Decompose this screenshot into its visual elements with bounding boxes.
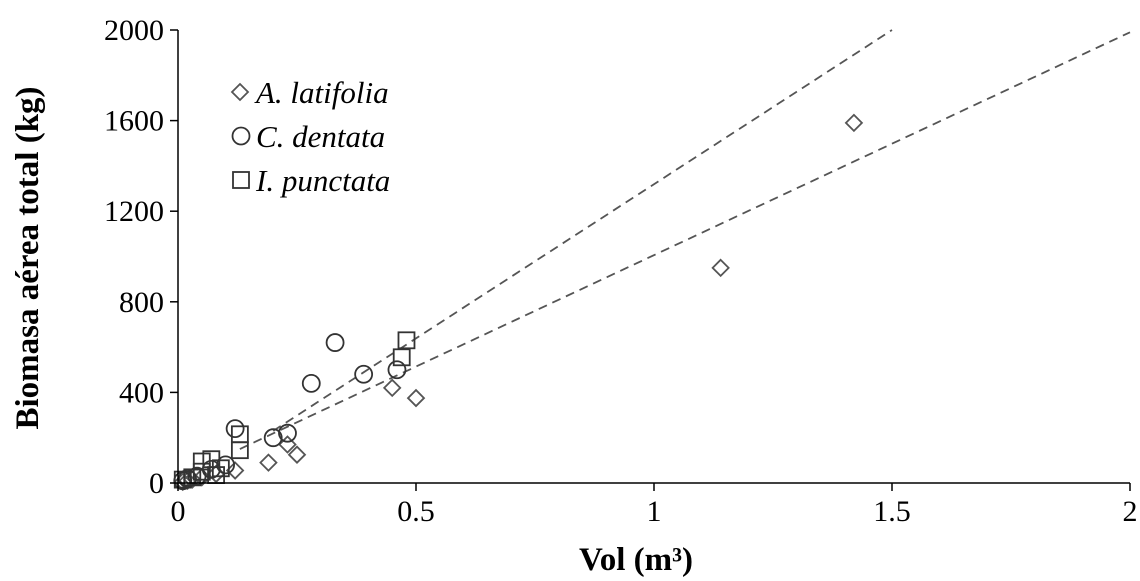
diamond-marker bbox=[382, 378, 402, 398]
legend-item-i-punctata: I. punctata bbox=[232, 163, 390, 198]
circle-marker bbox=[278, 423, 297, 443]
legend-diamond-marker bbox=[230, 82, 250, 102]
legend-label-c-dentata: C. dentata bbox=[256, 119, 385, 154]
y-tick-label: 1600 bbox=[104, 105, 164, 138]
x-tick-label: 0.5 bbox=[397, 495, 435, 528]
square-marker bbox=[211, 459, 230, 478]
square-marker bbox=[230, 425, 249, 444]
x-tick-label: 2 bbox=[1123, 495, 1138, 528]
diamond-marker bbox=[406, 388, 426, 408]
diamond-marker bbox=[711, 258, 730, 278]
axis-ticks: 0 400 800 1200 1600 2000 0 0.5 1 1.5 2 bbox=[104, 14, 1138, 528]
legend-item-c-dentata: C. dentata bbox=[231, 119, 385, 154]
square-marker bbox=[192, 452, 211, 471]
x-tick-label: 1 bbox=[647, 495, 662, 528]
circle-marker bbox=[225, 419, 245, 439]
legend-label-a-latifolia: A. latifolia bbox=[254, 75, 389, 110]
legend: A. latifolia C. dentata I. punctata bbox=[230, 75, 390, 198]
x-tick-label: 0 bbox=[171, 495, 186, 528]
diamond-marker bbox=[183, 470, 202, 489]
square-marker bbox=[192, 462, 211, 481]
diamond-marker bbox=[278, 435, 297, 454]
legend-circle-marker bbox=[231, 126, 251, 146]
x-tick-label: 1.5 bbox=[873, 495, 911, 528]
x-axis-title: Vol (m³) bbox=[579, 542, 693, 578]
square-marker bbox=[392, 348, 411, 367]
square-marker bbox=[173, 470, 192, 489]
plot-area bbox=[173, 29, 1131, 492]
legend-label-i-punctata: I. punctata bbox=[255, 163, 390, 198]
circle-marker bbox=[216, 455, 236, 475]
square-marker bbox=[230, 441, 249, 460]
circle-marker bbox=[387, 360, 407, 380]
diamond-marker bbox=[287, 445, 307, 464]
square-marker bbox=[397, 331, 416, 350]
diamond-marker bbox=[225, 461, 245, 480]
y-tick-label: 400 bbox=[119, 376, 164, 409]
circle-marker bbox=[354, 364, 374, 384]
circle-marker bbox=[263, 428, 283, 448]
diamond-marker bbox=[192, 468, 212, 487]
circle-marker bbox=[325, 333, 345, 352]
diamond-marker bbox=[844, 113, 864, 133]
trend-line bbox=[272, 29, 893, 432]
diamond-marker bbox=[259, 453, 278, 472]
y-tick-label: 2000 bbox=[104, 14, 164, 47]
y-tick-label: 800 bbox=[119, 286, 164, 319]
y-tick-label: 1200 bbox=[104, 195, 164, 228]
legend-item-a-latifolia: A. latifolia bbox=[230, 75, 389, 110]
y-tick-label: 0 bbox=[149, 467, 164, 500]
legend-square-marker bbox=[232, 171, 250, 189]
circle-marker bbox=[301, 373, 321, 393]
y-axis-title: Biomasa aérea total (kg) bbox=[10, 86, 46, 429]
square-marker bbox=[183, 468, 202, 487]
